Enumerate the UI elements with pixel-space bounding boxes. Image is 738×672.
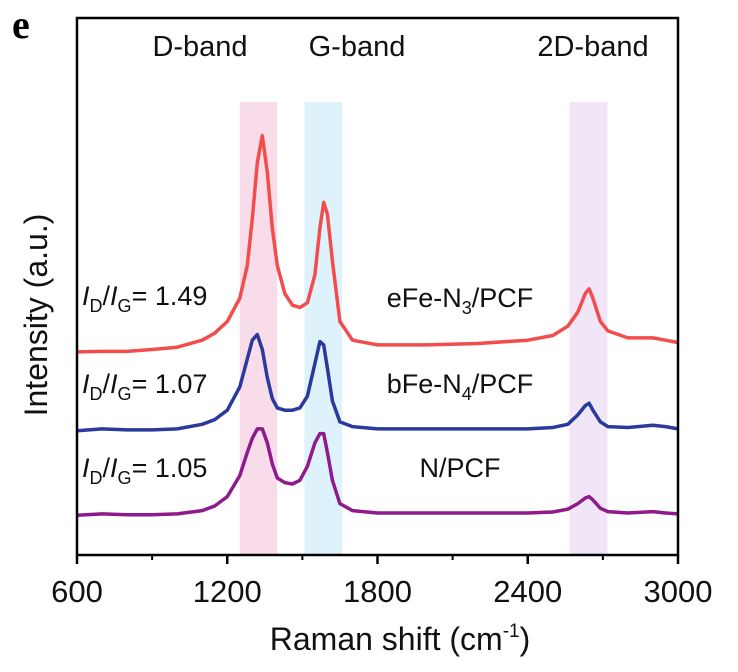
series-annotations: ID/IG= 1.49 eFe-N3/PCF ID/IG= 1.07 bFe-N4/P… — [82, 281, 533, 488]
id-ig-ratio-label: ID/IG= 1.49 — [82, 281, 207, 316]
x-tick-label: 2400 — [493, 574, 562, 609]
band-label: G-band — [309, 31, 406, 63]
band-highlights — [239, 102, 608, 555]
x-axis-label: Raman shift (cm-1) — [270, 621, 531, 657]
band-g-band — [304, 102, 343, 555]
x-tick-label: 1200 — [193, 574, 262, 609]
x-axis-ticks: 600 1200 1800 2400 3000 — [51, 555, 712, 609]
x-tick-label: 3000 — [644, 574, 713, 609]
series-label: bFe-N4/PCF — [387, 369, 534, 404]
x-tick-label: 1800 — [343, 574, 412, 609]
id-ig-ratio-label: ID/IG= 1.05 — [82, 453, 207, 488]
series-line-0 — [76, 133, 679, 354]
series-line-2 — [76, 427, 679, 518]
band-labels: D-band G-band 2D-band — [152, 31, 648, 63]
y-axis-label: Intensity (a.u.) — [18, 214, 54, 417]
panel-label: e — [12, 2, 30, 47]
id-ig-ratio-label: ID/IG= 1.07 — [82, 369, 207, 404]
x-tick-label: 600 — [51, 574, 103, 609]
band-label: 2D-band — [537, 31, 648, 63]
series-line-1 — [76, 332, 679, 433]
band-label: D-band — [152, 31, 247, 63]
band-2d-band — [569, 102, 608, 555]
series-lines — [76, 133, 679, 518]
series-label: N/PCF — [420, 453, 501, 483]
series-label: eFe-N3/PCF — [387, 283, 534, 318]
band-d-band — [239, 102, 278, 555]
